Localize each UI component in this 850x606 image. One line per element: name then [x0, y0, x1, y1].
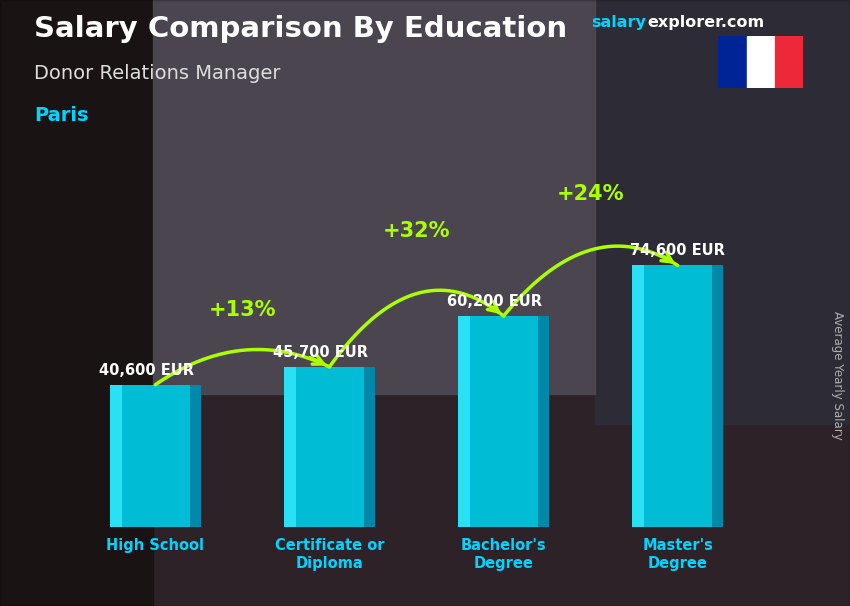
Text: +32%: +32% [382, 221, 450, 241]
Text: Donor Relations Manager: Donor Relations Manager [34, 64, 280, 82]
Text: Average Yearly Salary: Average Yearly Salary [830, 311, 844, 440]
Bar [746, 36, 775, 88]
Bar [0, 0, 850, 303]
Bar [0, 303, 850, 606]
Bar [284, 367, 375, 527]
Bar [458, 316, 549, 527]
Bar [110, 385, 201, 527]
Text: +24%: +24% [557, 184, 625, 204]
Bar [458, 316, 470, 527]
Text: 45,700 EUR: 45,700 EUR [273, 345, 368, 360]
Bar [364, 367, 375, 527]
Bar [595, 0, 850, 424]
Text: 60,200 EUR: 60,200 EUR [447, 294, 542, 309]
Text: explorer.com: explorer.com [648, 15, 765, 30]
Bar [190, 385, 201, 527]
Bar [775, 36, 803, 88]
Bar [718, 36, 746, 88]
Text: 74,600 EUR: 74,600 EUR [631, 244, 725, 259]
Text: Paris: Paris [34, 106, 88, 125]
Text: 40,600 EUR: 40,600 EUR [99, 363, 194, 378]
Bar [538, 316, 549, 527]
Text: salary: salary [591, 15, 646, 30]
Bar [632, 265, 644, 527]
Bar [712, 265, 723, 527]
Text: +13%: +13% [208, 299, 276, 319]
Bar [632, 265, 723, 527]
Bar [153, 0, 595, 394]
Text: Salary Comparison By Education: Salary Comparison By Education [34, 15, 567, 43]
Bar [0, 0, 153, 606]
Bar [284, 367, 296, 527]
Bar [110, 385, 122, 527]
